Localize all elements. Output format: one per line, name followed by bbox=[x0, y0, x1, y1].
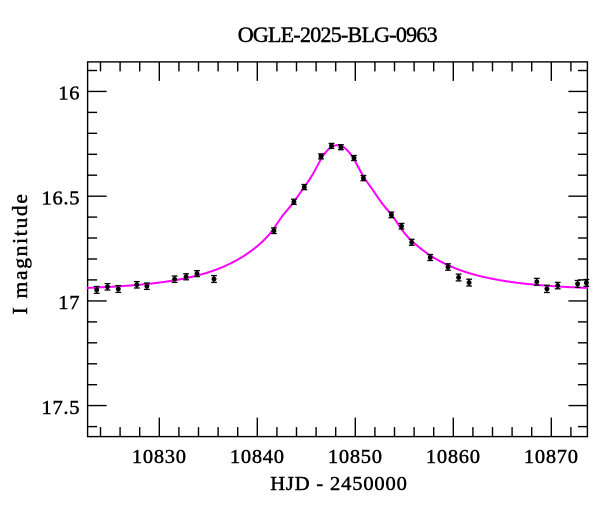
svg-text:16.5: 16.5 bbox=[42, 188, 81, 210]
svg-text:I magnitude: I magnitude bbox=[8, 192, 32, 314]
svg-text:10840: 10840 bbox=[230, 446, 285, 468]
svg-text:HJD - 2450000: HJD - 2450000 bbox=[270, 473, 407, 495]
svg-text:10870: 10870 bbox=[524, 446, 579, 468]
svg-text:10830: 10830 bbox=[132, 446, 187, 468]
svg-text:17.5: 17.5 bbox=[42, 397, 81, 419]
svg-text:10850: 10850 bbox=[328, 446, 383, 468]
svg-text:16: 16 bbox=[58, 83, 80, 105]
svg-text:OGLE-2025-BLG-0963: OGLE-2025-BLG-0963 bbox=[238, 22, 438, 47]
svg-text:17: 17 bbox=[58, 292, 80, 314]
svg-text:10860: 10860 bbox=[426, 446, 481, 468]
